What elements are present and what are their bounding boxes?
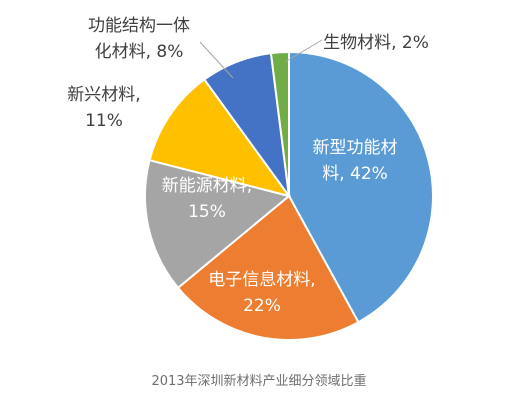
slice-label-line: 新兴材料, (67, 85, 140, 105)
slice-label-line: 电子信息材料, (208, 270, 315, 290)
leader-lines (199, 39, 323, 79)
slice-labels: 新型功能材料, 42% 电子信息材料, 22% 新能源材料, 15% 新兴材料, 11% 功能… (67, 16, 429, 316)
leader-line (284, 39, 323, 63)
slice-label: 新型功能材料, 42% (313, 138, 398, 184)
slice-label: 新能源材料, 15% (162, 176, 252, 222)
slice-label-line: 11% (85, 111, 123, 131)
slice-label-line: 料, 42% (322, 164, 388, 184)
slice-label-line: 15% (188, 202, 226, 222)
slice-label: 功能结构一体化材料, 8% (88, 16, 190, 62)
leader-line (199, 41, 234, 79)
slice-label: 新兴材料, 11% (67, 85, 140, 131)
pie-slice (144, 158, 292, 290)
pie-slices (144, 50, 434, 341)
slice-label-line: 功能结构一体 (88, 16, 190, 36)
pie-slice (148, 78, 292, 198)
pie-slice (288, 50, 434, 324)
slice-label: 电子信息材料, 22% (208, 270, 315, 316)
slice-label-line: 22% (243, 296, 281, 316)
slice-label-line: 生物材料, 2% (323, 33, 429, 53)
pie-slice (176, 194, 360, 341)
slice-label-line: 化材料, 8% (95, 42, 184, 62)
chart-caption: 2013年深圳新材料产业细分领域比重 (151, 374, 367, 389)
pie-slice (269, 50, 290, 197)
slice-label: 生物材料, 2% (323, 33, 429, 53)
slice-label-line: 新能源材料, (162, 176, 252, 196)
slice-label-line: 新型功能材 (313, 138, 398, 158)
